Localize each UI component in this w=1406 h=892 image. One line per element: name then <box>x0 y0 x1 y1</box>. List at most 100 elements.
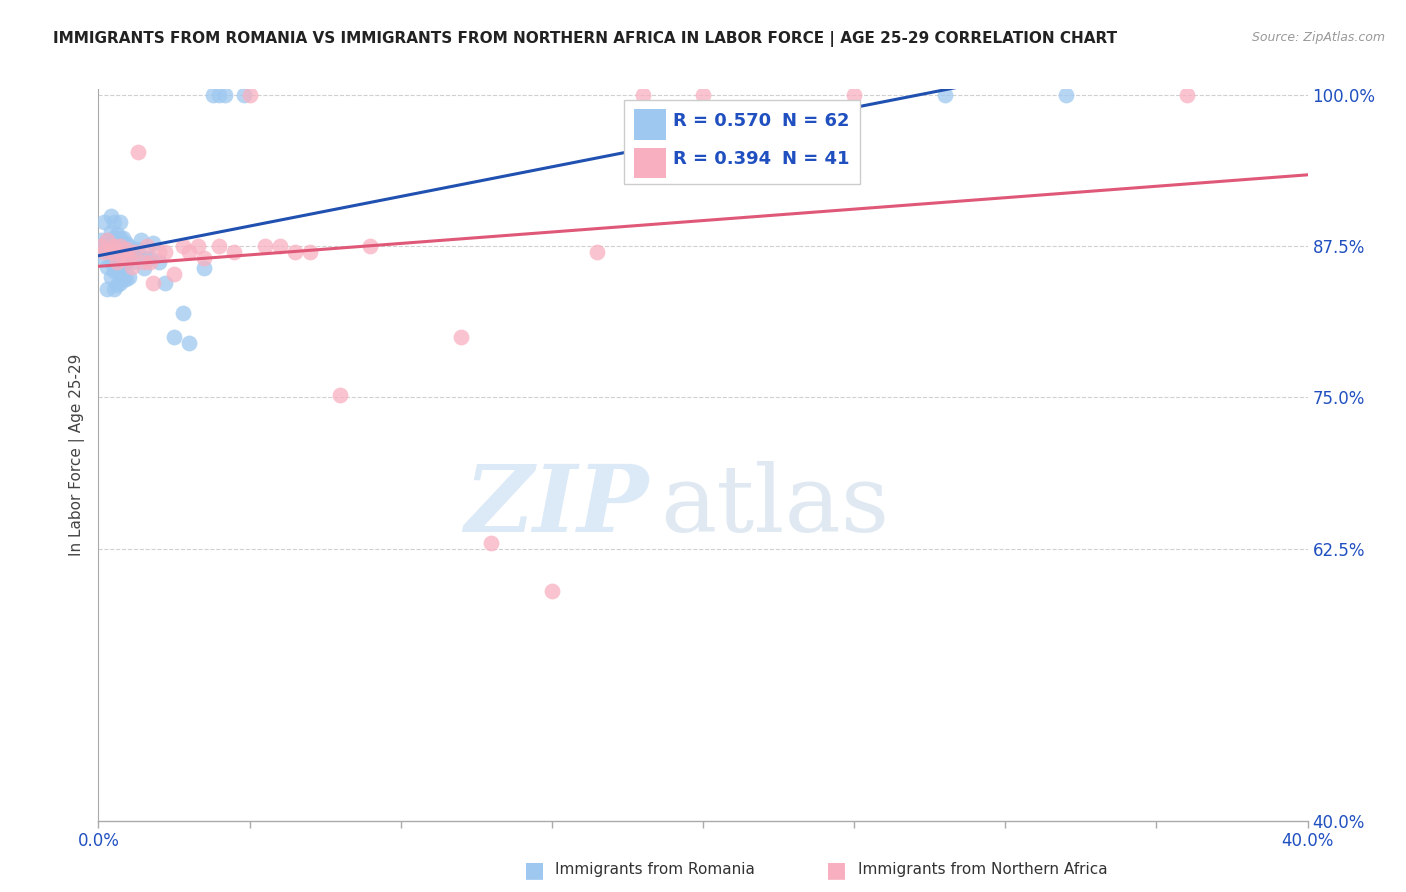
Point <box>118 269 141 284</box>
Text: Source: ZipAtlas.com: Source: ZipAtlas.com <box>1251 31 1385 45</box>
Point <box>93 245 115 260</box>
Text: N = 62: N = 62 <box>782 112 849 129</box>
Point <box>121 255 143 269</box>
Point <box>90 239 112 253</box>
Point <box>124 249 146 263</box>
Point <box>93 252 115 266</box>
Point <box>208 239 231 253</box>
Point <box>118 239 141 253</box>
Point <box>103 215 125 229</box>
Point <box>103 252 125 266</box>
Point <box>193 252 215 266</box>
Text: ZIP: ZIP <box>464 461 648 551</box>
Point <box>692 88 714 103</box>
Point <box>105 255 128 269</box>
Point <box>127 145 149 159</box>
Point <box>114 235 136 250</box>
Point <box>142 276 165 290</box>
Point <box>253 239 276 253</box>
Point <box>93 239 115 253</box>
Point <box>114 272 136 286</box>
Point <box>214 88 236 103</box>
Point <box>96 244 118 259</box>
Point <box>100 255 122 269</box>
Point <box>103 239 125 253</box>
Point <box>103 263 125 277</box>
Point <box>139 252 162 266</box>
Text: R = 0.570: R = 0.570 <box>672 112 770 129</box>
Point <box>100 225 122 239</box>
Point <box>148 255 170 269</box>
Point <box>108 215 131 229</box>
Point <box>93 215 115 229</box>
Point <box>179 336 201 351</box>
Point <box>163 267 186 281</box>
Point <box>202 88 225 103</box>
Y-axis label: In Labor Force | Age 25-29: In Labor Force | Age 25-29 <box>69 354 86 556</box>
Point <box>450 330 472 344</box>
Point <box>100 245 122 260</box>
Point <box>114 255 136 269</box>
Point <box>269 239 291 253</box>
Point <box>100 239 122 253</box>
Point <box>139 255 162 269</box>
Point <box>108 242 131 256</box>
Point <box>100 209 122 223</box>
Point <box>103 231 125 245</box>
Text: ■: ■ <box>524 860 544 880</box>
Point <box>132 255 155 269</box>
Point <box>329 388 352 402</box>
Point <box>127 242 149 256</box>
Point <box>172 306 194 320</box>
Point <box>844 88 866 103</box>
Point <box>105 239 128 253</box>
Point <box>96 260 118 274</box>
Point <box>1175 88 1198 103</box>
Text: atlas: atlas <box>661 461 890 551</box>
Point <box>224 245 246 260</box>
Point <box>187 239 209 253</box>
Point <box>121 243 143 257</box>
Point <box>163 330 186 344</box>
Point <box>1054 88 1077 103</box>
Text: IMMIGRANTS FROM ROMANIA VS IMMIGRANTS FROM NORTHERN AFRICA IN LABOR FORCE | AGE : IMMIGRANTS FROM ROMANIA VS IMMIGRANTS FR… <box>53 31 1118 47</box>
Point <box>142 235 165 250</box>
Point <box>148 245 170 260</box>
Point <box>105 227 128 242</box>
FancyBboxPatch shape <box>634 148 665 178</box>
Point <box>108 261 131 276</box>
Point <box>108 239 131 253</box>
Point <box>172 239 194 253</box>
Point <box>179 245 201 260</box>
Point <box>103 282 125 296</box>
Point <box>111 243 134 257</box>
Point <box>96 282 118 296</box>
Text: R = 0.394: R = 0.394 <box>672 150 770 168</box>
Point <box>631 88 654 103</box>
Point <box>108 231 131 245</box>
Point <box>481 535 503 549</box>
Point <box>124 245 146 260</box>
FancyBboxPatch shape <box>624 100 860 185</box>
Point <box>111 231 134 245</box>
Point <box>100 269 122 284</box>
Point <box>105 278 128 293</box>
Point <box>153 276 176 290</box>
Point <box>153 245 176 260</box>
Point <box>108 276 131 290</box>
Point <box>118 252 141 266</box>
Point <box>360 239 382 253</box>
Point <box>135 252 157 266</box>
Point <box>111 258 134 272</box>
Text: ■: ■ <box>827 860 846 880</box>
Text: Immigrants from Romania: Immigrants from Romania <box>555 863 755 877</box>
Point <box>90 233 112 247</box>
Point <box>121 260 143 274</box>
Point <box>105 263 128 277</box>
Point <box>129 233 152 247</box>
Point <box>111 272 134 286</box>
Point <box>105 252 128 266</box>
Point <box>96 233 118 247</box>
Point <box>299 245 322 260</box>
Point <box>135 239 157 253</box>
